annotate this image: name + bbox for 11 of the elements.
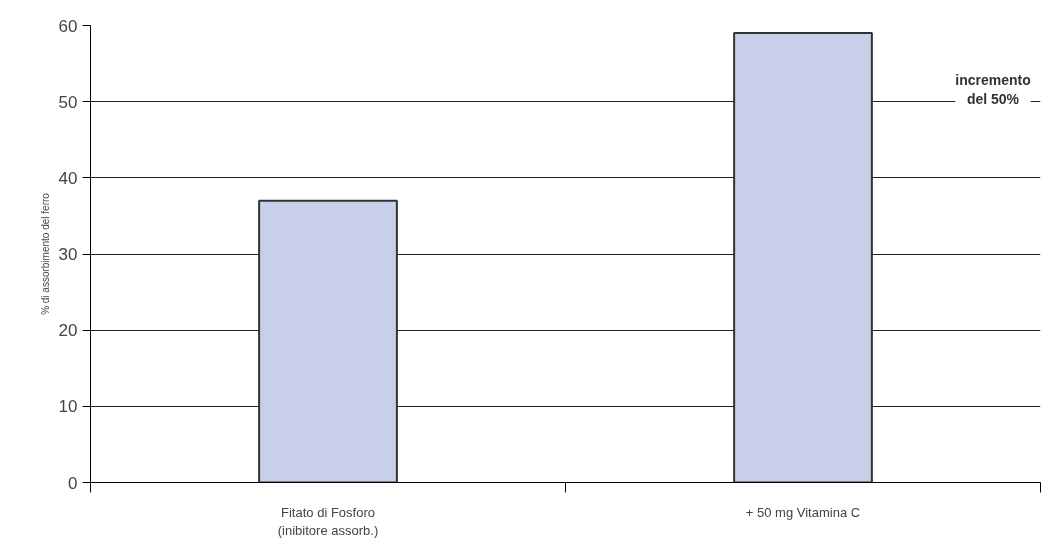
y-tick-label: 50 (58, 92, 78, 112)
y-tick-label: 10 (58, 397, 78, 417)
y-tick-label: 40 (58, 168, 78, 188)
x-tick-label: Fitato di Fosforo (inibitore assorb.) (277, 504, 379, 538)
y-axis-title: % di assorbimento del ferro (39, 192, 51, 315)
y-tick-label: 30 (58, 245, 78, 264)
y-tick-label: 60 (58, 16, 78, 36)
y-tick-label: 20 (58, 321, 78, 341)
x-tick-label: + 50 mg Vitamina C (745, 504, 861, 520)
annotation: incremento del 50% (955, 71, 1031, 108)
y-tick-label: 0 (68, 473, 78, 493)
